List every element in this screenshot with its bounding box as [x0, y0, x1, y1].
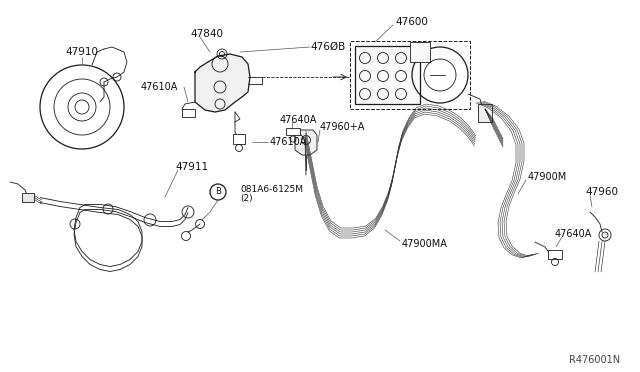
Polygon shape — [195, 54, 250, 112]
Text: 47610A: 47610A — [141, 82, 178, 92]
Text: B: B — [215, 187, 221, 196]
Bar — [286, 128, 300, 135]
Text: 47610A: 47610A — [270, 137, 307, 147]
Bar — [182, 109, 195, 117]
Text: 47900MA: 47900MA — [402, 239, 448, 249]
Text: 47600: 47600 — [395, 17, 428, 27]
Bar — [478, 104, 492, 122]
Bar — [355, 46, 420, 104]
Text: (2): (2) — [240, 195, 253, 203]
Text: 47840: 47840 — [190, 29, 223, 39]
Text: 47910: 47910 — [65, 47, 99, 57]
Text: 47911: 47911 — [175, 162, 208, 172]
Text: 47960+A: 47960+A — [320, 122, 365, 132]
Bar — [22, 193, 34, 202]
Text: 47960: 47960 — [585, 187, 618, 197]
Polygon shape — [295, 130, 317, 155]
Text: R476001N: R476001N — [569, 355, 620, 365]
Bar — [350, 41, 470, 109]
Text: 47640A: 47640A — [280, 115, 317, 125]
Bar — [548, 250, 562, 259]
Text: 47900M: 47900M — [528, 172, 567, 182]
Bar — [233, 134, 245, 144]
Text: 47640A: 47640A — [555, 229, 593, 239]
Text: 476ØB: 476ØB — [310, 42, 345, 52]
Text: 081A6-6125M: 081A6-6125M — [240, 185, 303, 193]
Bar — [410, 42, 430, 62]
